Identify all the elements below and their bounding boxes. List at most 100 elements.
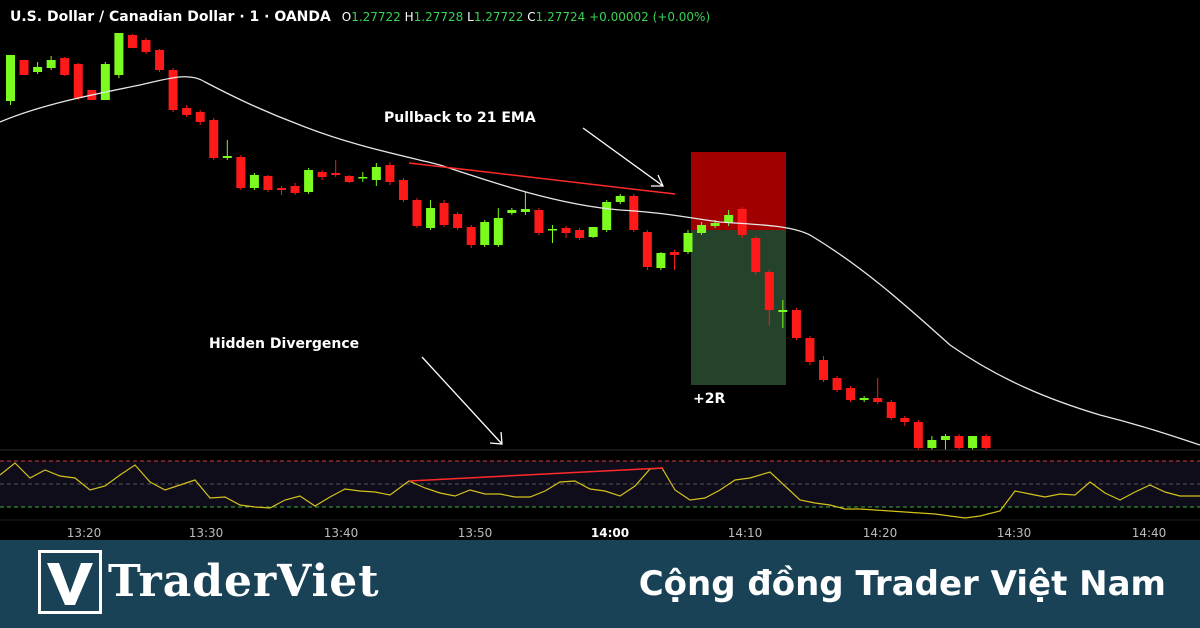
divergence-arrow xyxy=(421,356,503,445)
ema-21-line xyxy=(0,76,1200,446)
candle-body xyxy=(710,223,720,226)
candle-body xyxy=(669,252,679,255)
candle-body xyxy=(73,64,83,98)
candle-body xyxy=(46,60,56,68)
candle-body xyxy=(588,227,598,237)
candle-body xyxy=(602,202,612,230)
candle-body xyxy=(19,60,29,75)
candle-body xyxy=(764,272,774,310)
time-axis-labels: 13:20 13:30 13:40 13:50 14:00 14:10 14:20 14:30… xyxy=(67,526,1167,540)
candle-body xyxy=(561,228,571,233)
candle-body xyxy=(331,173,341,175)
candle-body xyxy=(453,214,463,228)
time-tick-label: 14:20 xyxy=(863,526,898,540)
candle-body xyxy=(819,360,828,380)
rsi-line xyxy=(0,462,1200,519)
time-tick-label: 14:10 xyxy=(728,526,763,540)
traderviet-logo-icon xyxy=(38,550,102,614)
candle-body xyxy=(981,436,991,448)
candle-body xyxy=(507,210,517,213)
pullback-arrow xyxy=(582,127,665,187)
candle-body xyxy=(100,64,110,100)
candle-body xyxy=(155,50,165,70)
candle-body xyxy=(6,55,15,101)
chart-header: U.S. Dollar / Canadian Dollar · 1 · OAND… xyxy=(10,9,710,25)
candle-body xyxy=(859,398,869,400)
candle-body xyxy=(290,186,300,193)
high-value: 1.27728 xyxy=(413,10,464,24)
low-value: 1.27722 xyxy=(473,10,524,24)
candle-body xyxy=(480,222,490,245)
target-label: +2R xyxy=(693,391,725,407)
candle-body xyxy=(548,229,557,231)
candle-body xyxy=(900,418,910,422)
brand-footer: TraderViet Cộng đồng Trader Việt Nam xyxy=(0,540,1200,628)
candle-body xyxy=(737,209,747,235)
candle-body xyxy=(683,233,693,252)
candle-body xyxy=(778,310,788,312)
candle-body xyxy=(629,196,639,230)
candle-body xyxy=(304,170,314,192)
candle-body xyxy=(209,120,219,158)
candle-body xyxy=(371,167,381,180)
candle-body xyxy=(60,58,70,75)
candle-body xyxy=(439,203,449,225)
candle-body xyxy=(954,436,964,448)
time-tick-label: 13:50 xyxy=(458,526,493,540)
candle-body xyxy=(398,180,408,200)
candle-body xyxy=(412,200,422,226)
candle-body xyxy=(791,310,801,338)
candle-body xyxy=(277,188,286,190)
candle-body xyxy=(724,215,734,223)
time-tick-label: 13:30 xyxy=(189,526,224,540)
candle-body xyxy=(263,176,273,190)
candle-body xyxy=(141,40,151,52)
candle-body xyxy=(968,436,978,448)
symbol-title: U.S. Dollar / Canadian Dollar · 1 · OAND… xyxy=(10,9,331,25)
pullback-annotation: Pullback to 21 EMA xyxy=(384,110,536,126)
ohlc-readout: O1.27722 H1.27728 L1.27722 C1.27724 +0.0… xyxy=(341,10,711,24)
candle-body xyxy=(697,225,707,233)
candle-body xyxy=(940,436,950,440)
brand-name: TraderViet xyxy=(108,556,380,607)
candle-body xyxy=(236,157,246,188)
brand-tagline: Cộng đồng Trader Việt Nam xyxy=(638,564,1166,604)
candle-body xyxy=(168,70,178,110)
candle-body xyxy=(358,177,368,179)
candle-body xyxy=(182,108,192,115)
candle-body xyxy=(534,210,544,233)
time-tick-label: 14:00 xyxy=(591,526,629,540)
price-trendline xyxy=(408,162,676,195)
candlestick-chart: Pullback to 21 EMA Hidden Divergence +2R… xyxy=(0,33,1200,540)
candle-body xyxy=(222,156,232,158)
candle-body xyxy=(426,208,436,228)
candle-body xyxy=(642,232,652,267)
candle-body xyxy=(385,165,395,182)
candle-body xyxy=(886,402,896,418)
time-tick-label: 14:40 xyxy=(1132,526,1167,540)
divergence-annotation: Hidden Divergence xyxy=(209,336,359,352)
candle-body xyxy=(127,35,137,48)
close-value: 1.27724 xyxy=(535,10,586,24)
candle-body xyxy=(195,112,205,122)
candle-body xyxy=(805,338,815,362)
candle-body xyxy=(913,422,923,448)
candle-body xyxy=(832,378,842,390)
open-value: 1.27722 xyxy=(351,10,401,24)
candle-body xyxy=(344,176,354,182)
candle-body xyxy=(317,172,327,177)
candle-body xyxy=(575,230,585,238)
candle-body xyxy=(615,196,625,202)
candle-body xyxy=(846,388,856,400)
candles-group xyxy=(6,33,991,450)
candle-body xyxy=(656,253,666,268)
change-value: +0.00002 (+0.00%) xyxy=(589,10,711,24)
time-tick-label: 13:20 xyxy=(67,526,102,540)
candle-body xyxy=(927,440,937,448)
candle-body xyxy=(751,238,761,272)
candle-body xyxy=(493,218,503,245)
candle-body xyxy=(114,33,124,75)
candle-body xyxy=(873,398,883,402)
candle-body xyxy=(466,227,476,245)
candle-body xyxy=(33,67,43,72)
